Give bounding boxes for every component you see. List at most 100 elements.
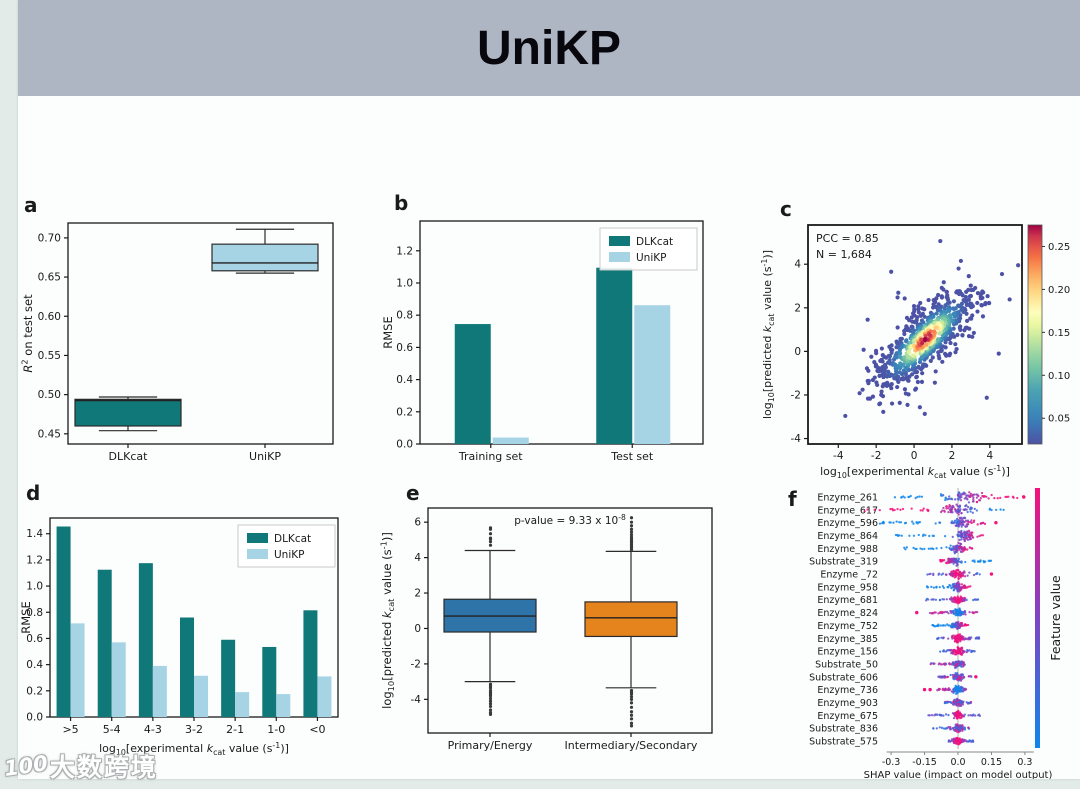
svg-text:RMSE: RMSE: [381, 316, 395, 348]
svg-text:1.2: 1.2: [26, 554, 43, 566]
svg-text:1.0: 1.0: [26, 581, 43, 593]
svg-text:0.55: 0.55: [38, 350, 61, 362]
svg-text:Substrate_575: Substrate_575: [809, 737, 878, 748]
panel-d-bar-rmse-bins: d 0.0 0.2 0.4 0.6 0.8 1.0 1.2 1.4 RMSE >5 5-4 4-3 3-2…: [19, 481, 339, 757]
svg-text:Enzyme_675: Enzyme_675: [817, 711, 878, 722]
legend: DLKcat UniKP: [599, 227, 698, 271]
svg-text:log10[experimental kcat value: log10[experimental kcat value (s-1)]: [820, 464, 1010, 480]
svg-text:0.45: 0.45: [38, 428, 61, 440]
svg-text:UniKP: UniKP: [274, 549, 304, 561]
svg-text:1.0: 1.0: [396, 277, 413, 289]
panel-e: e -4 -2 0 2 4 6 log10[predicted kcat value (s-1…: [378, 480, 730, 783]
panel-a: a 0.45 0.50 0.55 0.60 0.65 0.70 R2 on test set D…: [18, 190, 370, 486]
svg-text:e: e: [406, 481, 420, 505]
svg-text:0.50: 0.50: [38, 389, 61, 401]
svg-text:R2 on test set: R2 on test set: [20, 294, 35, 373]
svg-text:RMSE: RMSE: [19, 601, 33, 633]
svg-text:c: c: [780, 197, 792, 221]
svg-text:0.2: 0.2: [26, 685, 43, 697]
svg-text:-2: -2: [871, 450, 881, 462]
svg-text:Enzyme_596: Enzyme_596: [817, 518, 878, 529]
panel-b: b 0.0 0.2 0.4 0.6 0.8 1.0 1.2 RMSE Training set Te…: [378, 188, 725, 484]
svg-text:-0.3: -0.3: [882, 757, 901, 768]
svg-text:>5: >5: [62, 723, 78, 736]
page-title: UniKP: [477, 21, 621, 75]
svg-text:log10[experimental kcat value: log10[experimental kcat value (s-1)]: [99, 741, 289, 757]
svg-text:log10[predicted kcat value (s-: log10[predicted kcat value (s-1)]: [760, 250, 776, 419]
svg-text:1.2: 1.2: [396, 245, 413, 257]
svg-text:Enzyme_988: Enzyme_988: [817, 544, 878, 555]
svg-text:UniKP: UniKP: [249, 450, 281, 463]
panel-a-boxplot-r2: a 0.45 0.50 0.55 0.60 0.65 0.70 R2 on test set D…: [20, 193, 334, 463]
svg-text:0.20: 0.20: [1048, 285, 1070, 296]
svg-text:Enzyme_385: Enzyme_385: [817, 634, 878, 645]
svg-text:-4: -4: [791, 433, 802, 445]
svg-text:-2: -2: [411, 658, 421, 670]
svg-text:0.65: 0.65: [38, 272, 61, 284]
svg-text:Substrate_50: Substrate_50: [815, 659, 878, 670]
svg-text:0.0: 0.0: [950, 757, 965, 768]
svg-text:Substrate_319: Substrate_319: [809, 557, 878, 568]
svg-text:PCC = 0.85: PCC = 0.85: [816, 232, 879, 245]
svg-text:Enzyme_617: Enzyme_617: [817, 505, 878, 516]
svg-text:DLKcat: DLKcat: [109, 450, 149, 463]
svg-text:Enzyme_824: Enzyme_824: [817, 608, 878, 619]
svg-text:Enzyme_261: Enzyme_261: [817, 493, 878, 504]
svg-text:-4: -4: [411, 694, 422, 706]
svg-text:-4: -4: [833, 450, 844, 462]
svg-text:Primary/Energy: Primary/Energy: [448, 739, 533, 752]
svg-text:SHAP value (impact on model ou: SHAP value (impact on model output): [864, 770, 1053, 779]
svg-text:Feature value: Feature value: [1048, 575, 1063, 661]
svg-text:0: 0: [414, 623, 421, 635]
panel-e-boxplot-metabolism: e -4 -2 0 2 4 6 log10[predicted kcat value (s-1…: [379, 481, 713, 752]
svg-text:Enzyme_681: Enzyme_681: [817, 595, 878, 606]
panel-c-scatter-density: c -4 -2 0 2 4 -4 -2 0 2 4 log10[experimental kcat v…: [760, 197, 1070, 480]
svg-text:-0.15: -0.15: [912, 757, 937, 768]
svg-text:0.05: 0.05: [1048, 414, 1070, 425]
svg-text:d: d: [26, 481, 40, 505]
svg-text:0.4: 0.4: [26, 659, 43, 671]
svg-text:0.70: 0.70: [38, 232, 61, 244]
svg-text:2: 2: [949, 450, 956, 462]
svg-text:Test set: Test set: [610, 450, 654, 463]
svg-text:2: 2: [414, 588, 421, 600]
svg-text:Substrate_836: Substrate_836: [809, 724, 878, 735]
svg-text:Substrate_606: Substrate_606: [809, 672, 878, 683]
svg-text:1-0: 1-0: [267, 723, 285, 736]
legend: DLKcat UniKP: [237, 524, 336, 568]
svg-text:0.15: 0.15: [1048, 328, 1070, 339]
svg-text:0.6: 0.6: [396, 342, 413, 354]
svg-text:DLKcat: DLKcat: [636, 236, 673, 248]
svg-text:2-1: 2-1: [226, 723, 244, 736]
svg-text:6: 6: [414, 517, 421, 529]
svg-text:a: a: [24, 193, 38, 217]
svg-text:Enzyme_736: Enzyme_736: [817, 685, 878, 696]
svg-text:Enzyme_903: Enzyme_903: [817, 698, 878, 709]
svg-text:0.3: 0.3: [1017, 757, 1032, 768]
svg-text:N = 1,684: N = 1,684: [816, 248, 872, 261]
svg-text:4: 4: [986, 450, 993, 462]
svg-text:0.8: 0.8: [396, 310, 413, 322]
panel-d: d 0.0 0.2 0.4 0.6 0.8 1.0 1.2 1.4 RMSE >5 5-4 4-3 3-2…: [18, 480, 372, 784]
svg-text:<0: <0: [309, 723, 325, 736]
svg-text:Enzyme_156: Enzyme_156: [817, 647, 878, 658]
svg-text:4: 4: [414, 552, 421, 564]
svg-text:-2: -2: [791, 389, 801, 401]
svg-text:Enzyme_958: Enzyme_958: [817, 582, 878, 593]
svg-text:0.60: 0.60: [38, 311, 61, 323]
panel-f: f Enzyme_261 Enzyme_617 Enzyme_596 Enzyme_86…: [758, 480, 1080, 783]
svg-text:0.0: 0.0: [26, 712, 43, 724]
svg-text:Enzyme_864: Enzyme_864: [817, 531, 878, 542]
svg-text:Enzyme _72: Enzyme _72: [820, 570, 878, 581]
slide: UniKP a 0.45 0.50 0.55 0.60 0.65 0.70 R2 on tes…: [18, 0, 1080, 781]
svg-text:2: 2: [794, 302, 801, 314]
svg-text:0.2: 0.2: [396, 406, 413, 418]
svg-text:0.4: 0.4: [396, 374, 413, 386]
svg-text:3-2: 3-2: [185, 723, 203, 736]
svg-text:0: 0: [911, 450, 918, 462]
svg-text:4-3: 4-3: [144, 723, 162, 736]
svg-text:0.25: 0.25: [1048, 242, 1070, 253]
svg-text:0: 0: [794, 346, 801, 358]
